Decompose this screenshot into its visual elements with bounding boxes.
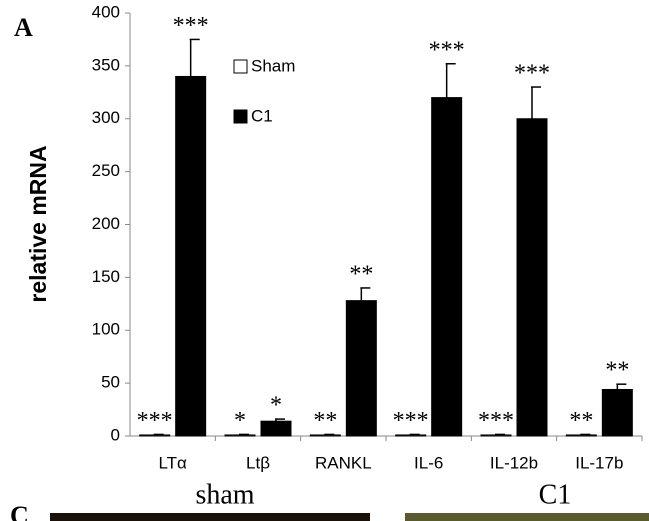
significance: ** [569,408,593,434]
significance: *** [137,408,173,434]
x-tick-label: IL-12b [490,453,538,472]
significance: * [270,393,282,419]
y-tick-label: 350 [92,55,120,74]
y-tick-label: 0 [111,425,120,444]
bar [516,118,548,437]
caption: C1 [539,479,572,510]
bar [224,434,256,437]
y-tick-label: 300 [92,108,120,127]
bar [175,75,207,437]
x-tick-label: IL-17b [575,453,623,472]
y-tick-label: 150 [92,267,120,286]
significance: *** [429,37,465,63]
significance: ** [313,408,337,434]
y-tick-label: 50 [101,373,120,392]
legend-label: C1 [251,106,273,125]
significance: *** [478,408,514,434]
bar [345,300,377,437]
bar [480,434,512,437]
panel-label: A [14,13,33,42]
bar [139,434,171,437]
bar [601,388,633,437]
x-tick-label: Ltβ [246,453,270,472]
legend-label: Sham [251,56,295,75]
y-axis-title: relative mRNA [25,145,51,302]
panel-label: C [10,501,29,521]
significance: ** [349,261,373,287]
x-tick-label: LTα [158,453,187,472]
significance: *** [173,13,209,39]
bar [260,420,292,437]
significance: *** [514,61,550,87]
bar [309,434,341,437]
bar [395,434,427,437]
image-sham [50,513,370,521]
x-tick-label: RANKL [315,453,372,472]
y-tick-label: 200 [92,214,120,233]
significance: *** [393,408,429,434]
significance: ** [605,358,629,384]
y-tick-label: 250 [92,161,120,180]
y-tick-label: 100 [92,320,120,339]
caption: sham [195,479,254,510]
bar [565,434,597,437]
y-tick-label: 400 [92,2,120,21]
legend-swatch [233,109,248,124]
bar [431,97,463,437]
significance: * [234,408,246,434]
x-tick-label: IL-6 [414,453,443,472]
legend-swatch [233,59,248,74]
image-c1 [405,513,649,521]
